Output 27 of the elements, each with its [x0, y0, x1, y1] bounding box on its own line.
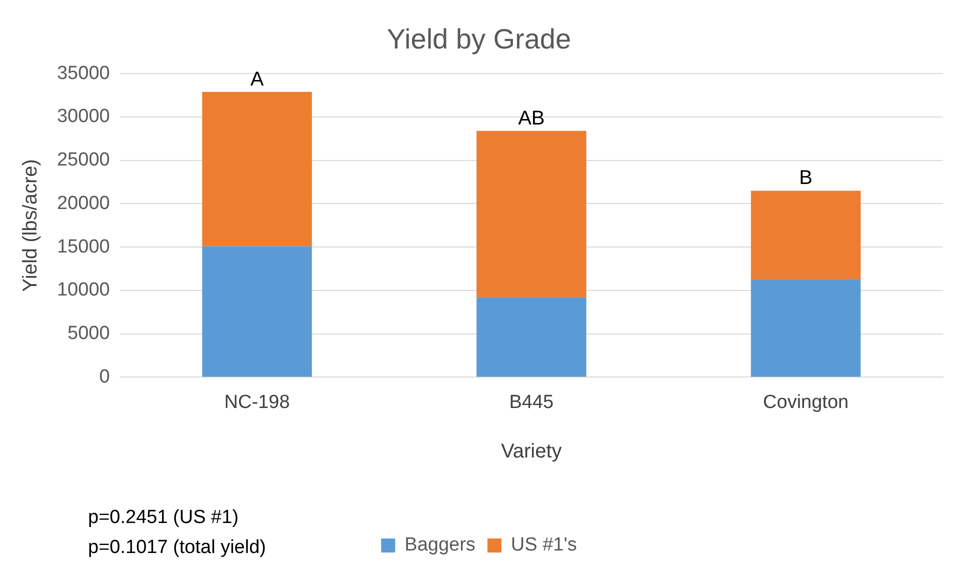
y-tick-label: 10000 [56, 280, 110, 301]
annotation: A [250, 68, 264, 90]
y-tick-label: 0 [99, 366, 110, 388]
annotation: AB [518, 107, 545, 130]
bar [750, 279, 861, 377]
legend-label: US #1's [510, 534, 577, 556]
x-tick-label: B445 [509, 392, 554, 413]
y-tick-label: 35000 [56, 62, 110, 84]
y-tick-label: 15000 [56, 236, 110, 258]
y-tick-label: 30000 [56, 106, 110, 128]
chart-title: Yield by Grade [386, 24, 572, 55]
bar [202, 246, 312, 377]
bar [476, 297, 586, 377]
y-axis-title: Yield (lbs/acre) [20, 159, 42, 292]
bar [750, 190, 861, 280]
annotation: B [799, 167, 812, 190]
x-tick-label: NC-198 [224, 392, 290, 413]
x-axis-title: Variety [501, 440, 562, 463]
bar [476, 130, 586, 298]
x-tick-label: Covington [763, 392, 849, 413]
y-tick-label: 20000 [56, 192, 110, 214]
text: p=0.2451 (US #1) [88, 507, 239, 528]
text: p=0.1017 (total yield) [88, 537, 266, 558]
y-tick-label: 25000 [56, 150, 110, 171]
bar [202, 92, 312, 246]
y-tick-label: 5000 [68, 323, 110, 344]
legend-label: Baggers [404, 534, 476, 556]
